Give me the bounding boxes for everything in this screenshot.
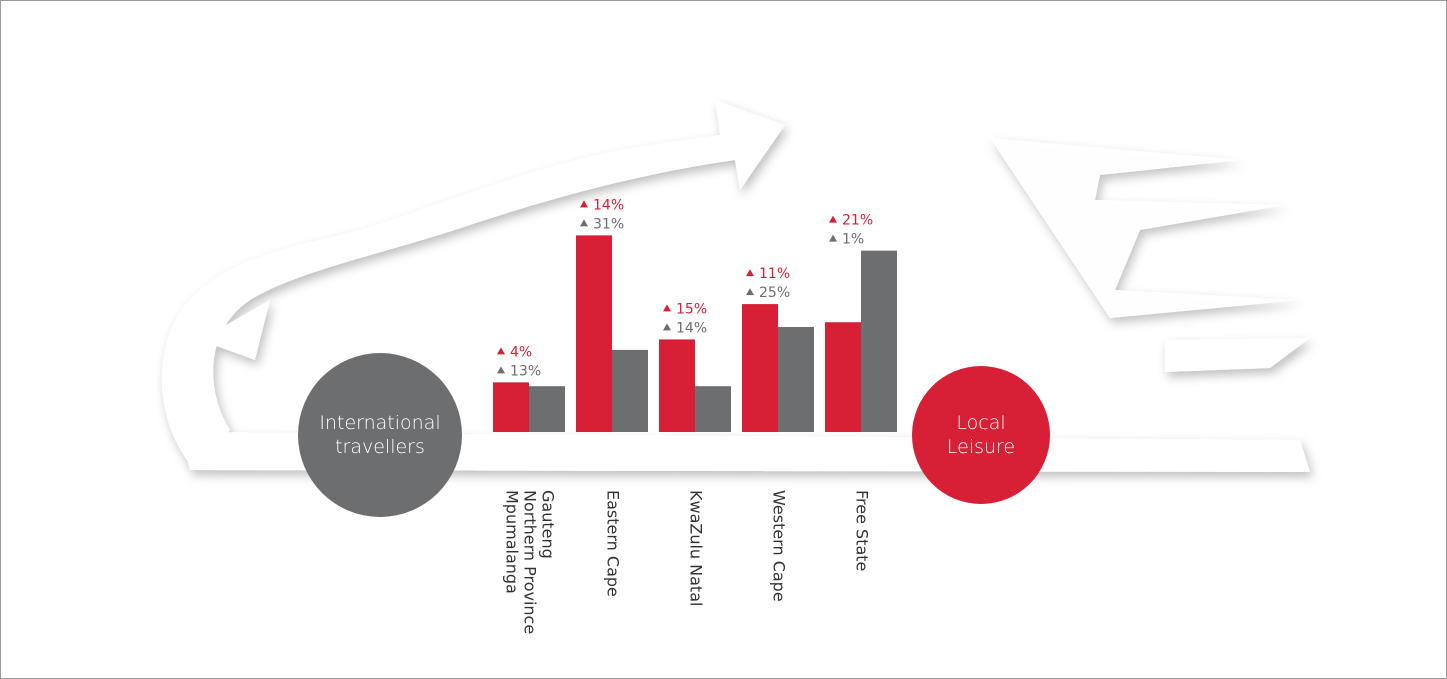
change-arrow bbox=[663, 323, 671, 331]
bar bbox=[778, 327, 814, 432]
category-label: Free State bbox=[853, 490, 872, 571]
bar bbox=[612, 349, 648, 432]
change-arrow bbox=[497, 366, 505, 374]
change-arrow bbox=[829, 234, 837, 242]
category-label: Eastern Cape bbox=[604, 490, 623, 597]
change-label: 13% bbox=[510, 363, 541, 379]
bar bbox=[576, 235, 612, 432]
bar bbox=[861, 250, 897, 432]
change-arrow bbox=[746, 288, 754, 296]
category-label: Northern Province bbox=[521, 490, 540, 634]
change-label: 21% bbox=[842, 213, 873, 229]
category-label: Western Cape bbox=[770, 490, 789, 602]
change-label: 31% bbox=[593, 216, 624, 232]
change-arrow bbox=[829, 215, 837, 223]
category-label: Gauteng bbox=[539, 490, 558, 559]
bar bbox=[529, 386, 565, 432]
bar bbox=[825, 322, 861, 432]
change-label: 15% bbox=[676, 301, 707, 317]
change-label: 25% bbox=[759, 285, 790, 301]
change-label: 14% bbox=[593, 197, 624, 213]
change-arrow bbox=[580, 200, 588, 208]
legend-label: International travellers bbox=[319, 412, 441, 458]
bar bbox=[493, 382, 529, 432]
legend-label: Local Leisure bbox=[946, 412, 1016, 458]
bar bbox=[742, 304, 778, 432]
change-label: 1% bbox=[842, 232, 864, 248]
change-arrow bbox=[746, 269, 754, 277]
change-label: 11% bbox=[759, 266, 790, 282]
category-label: Mpumalanga bbox=[503, 490, 522, 594]
legend-international: International travellers bbox=[298, 353, 462, 517]
change-arrow bbox=[497, 347, 505, 355]
change-label: 14% bbox=[676, 320, 707, 336]
change-arrow bbox=[580, 219, 588, 227]
category-label: KwaZulu Natal bbox=[687, 490, 706, 606]
legend-local: Local Leisure bbox=[912, 366, 1050, 504]
change-arrow bbox=[663, 304, 671, 312]
change-label: 4% bbox=[510, 344, 532, 360]
bar bbox=[659, 339, 695, 432]
bar bbox=[695, 386, 731, 432]
